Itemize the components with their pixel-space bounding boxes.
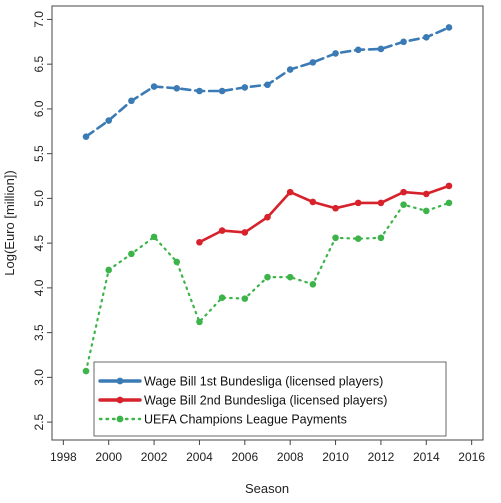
x-tick-label: 2008 <box>277 450 304 464</box>
data-point <box>422 207 430 215</box>
x-tick-label: 2010 <box>322 450 349 464</box>
legend-label: Wage Bill 2nd Bundesliga (licensed playe… <box>144 394 387 408</box>
data-point <box>82 367 90 375</box>
data-point <box>309 280 317 288</box>
series-layer <box>82 24 453 375</box>
legend-swatch-marker <box>116 377 124 385</box>
data-point <box>354 199 362 207</box>
data-point <box>150 83 158 90</box>
series-1 <box>196 182 453 246</box>
legend-entry-uefa-payments: UEFA Champions League Payments <box>98 413 347 427</box>
data-point <box>150 233 158 241</box>
y-tick-label: 2.5 <box>32 413 46 430</box>
x-tick-label: 2000 <box>95 450 122 464</box>
y-tick-label: 4.0 <box>32 279 46 296</box>
data-point <box>241 229 249 236</box>
data-point <box>445 24 453 31</box>
data-point <box>354 235 362 242</box>
data-point <box>332 234 339 242</box>
data-point <box>286 273 294 281</box>
legend-label: UEFA Champions League Payments <box>144 413 347 427</box>
legend: Wage Bill 1st Bundesliga (licensed playe… <box>93 361 447 437</box>
data-point <box>445 199 453 207</box>
y-axis: 2.5 3.0 3.5 4.0 4.5 5.0 5.5 6.0 6.5 7.0 <box>32 11 52 430</box>
data-point <box>128 97 135 105</box>
data-point <box>309 198 317 206</box>
plot-frame <box>51 5 484 441</box>
data-point <box>445 182 453 190</box>
legend-swatch-marker <box>116 396 124 404</box>
data-point <box>400 201 407 208</box>
data-point <box>422 34 430 41</box>
x-tick-label: 2004 <box>186 450 213 464</box>
data-point <box>286 188 294 196</box>
data-point <box>309 59 317 66</box>
data-point <box>264 273 271 281</box>
data-point <box>241 84 249 91</box>
data-point <box>196 238 203 246</box>
data-point <box>218 227 226 234</box>
x-tick-label: 2014 <box>413 450 440 464</box>
x-axis-title: Season <box>245 481 289 496</box>
legend-label: Wage Bill 1st Bundesliga (licensed playe… <box>144 375 383 389</box>
data-point <box>105 117 113 124</box>
legend-entry-wage-bill-1st: Wage Bill 1st Bundesliga (licensed playe… <box>98 375 383 389</box>
data-point <box>286 66 294 73</box>
data-point <box>377 234 385 242</box>
data-point <box>264 81 271 89</box>
x-axis: 1998 2000 2002 2004 2006 2008 2010 2012 2014 2016 <box>50 440 485 464</box>
data-point <box>218 87 226 95</box>
data-point <box>422 190 430 198</box>
y-tick-label: 5.5 <box>32 145 46 162</box>
series-2 <box>82 199 453 375</box>
y-tick-label: 7.0 <box>32 11 46 28</box>
x-tick-label: 2002 <box>141 450 168 464</box>
x-tick-label: 2012 <box>368 450 395 464</box>
data-point <box>354 46 362 54</box>
data-point <box>196 318 203 326</box>
x-tick-label: 2016 <box>458 450 485 464</box>
data-point <box>196 87 203 95</box>
y-tick-label: 6.0 <box>32 100 46 117</box>
legend-swatch-marker <box>116 415 124 423</box>
data-point <box>377 45 385 53</box>
data-point <box>400 188 407 196</box>
y-tick-label: 3.0 <box>32 369 46 386</box>
data-point <box>82 133 90 140</box>
series-0 <box>82 24 453 140</box>
x-tick-label: 2006 <box>231 450 258 464</box>
data-point <box>332 204 339 212</box>
y-tick-label: 5.0 <box>32 190 46 207</box>
data-point <box>332 50 339 57</box>
y-tick-label: 4.5 <box>32 234 46 251</box>
data-point <box>173 85 181 92</box>
y-axis-title: Log(Euro [million]) <box>2 170 17 276</box>
legend-box <box>93 361 447 437</box>
data-point <box>218 294 226 302</box>
legend-entry-wage-bill-2nd: Wage Bill 2nd Bundesliga (licensed playe… <box>98 394 387 408</box>
x-tick-label: 1998 <box>50 450 77 464</box>
data-point <box>264 213 271 221</box>
data-point <box>128 250 135 258</box>
y-tick-label: 6.5 <box>32 56 46 73</box>
data-point <box>173 258 181 266</box>
y-tick-label: 3.5 <box>32 324 46 341</box>
series-line <box>198 184 451 244</box>
data-point <box>241 295 249 302</box>
data-point <box>105 266 113 274</box>
series-line <box>84 201 451 373</box>
data-point <box>377 199 385 207</box>
data-point <box>400 38 407 46</box>
